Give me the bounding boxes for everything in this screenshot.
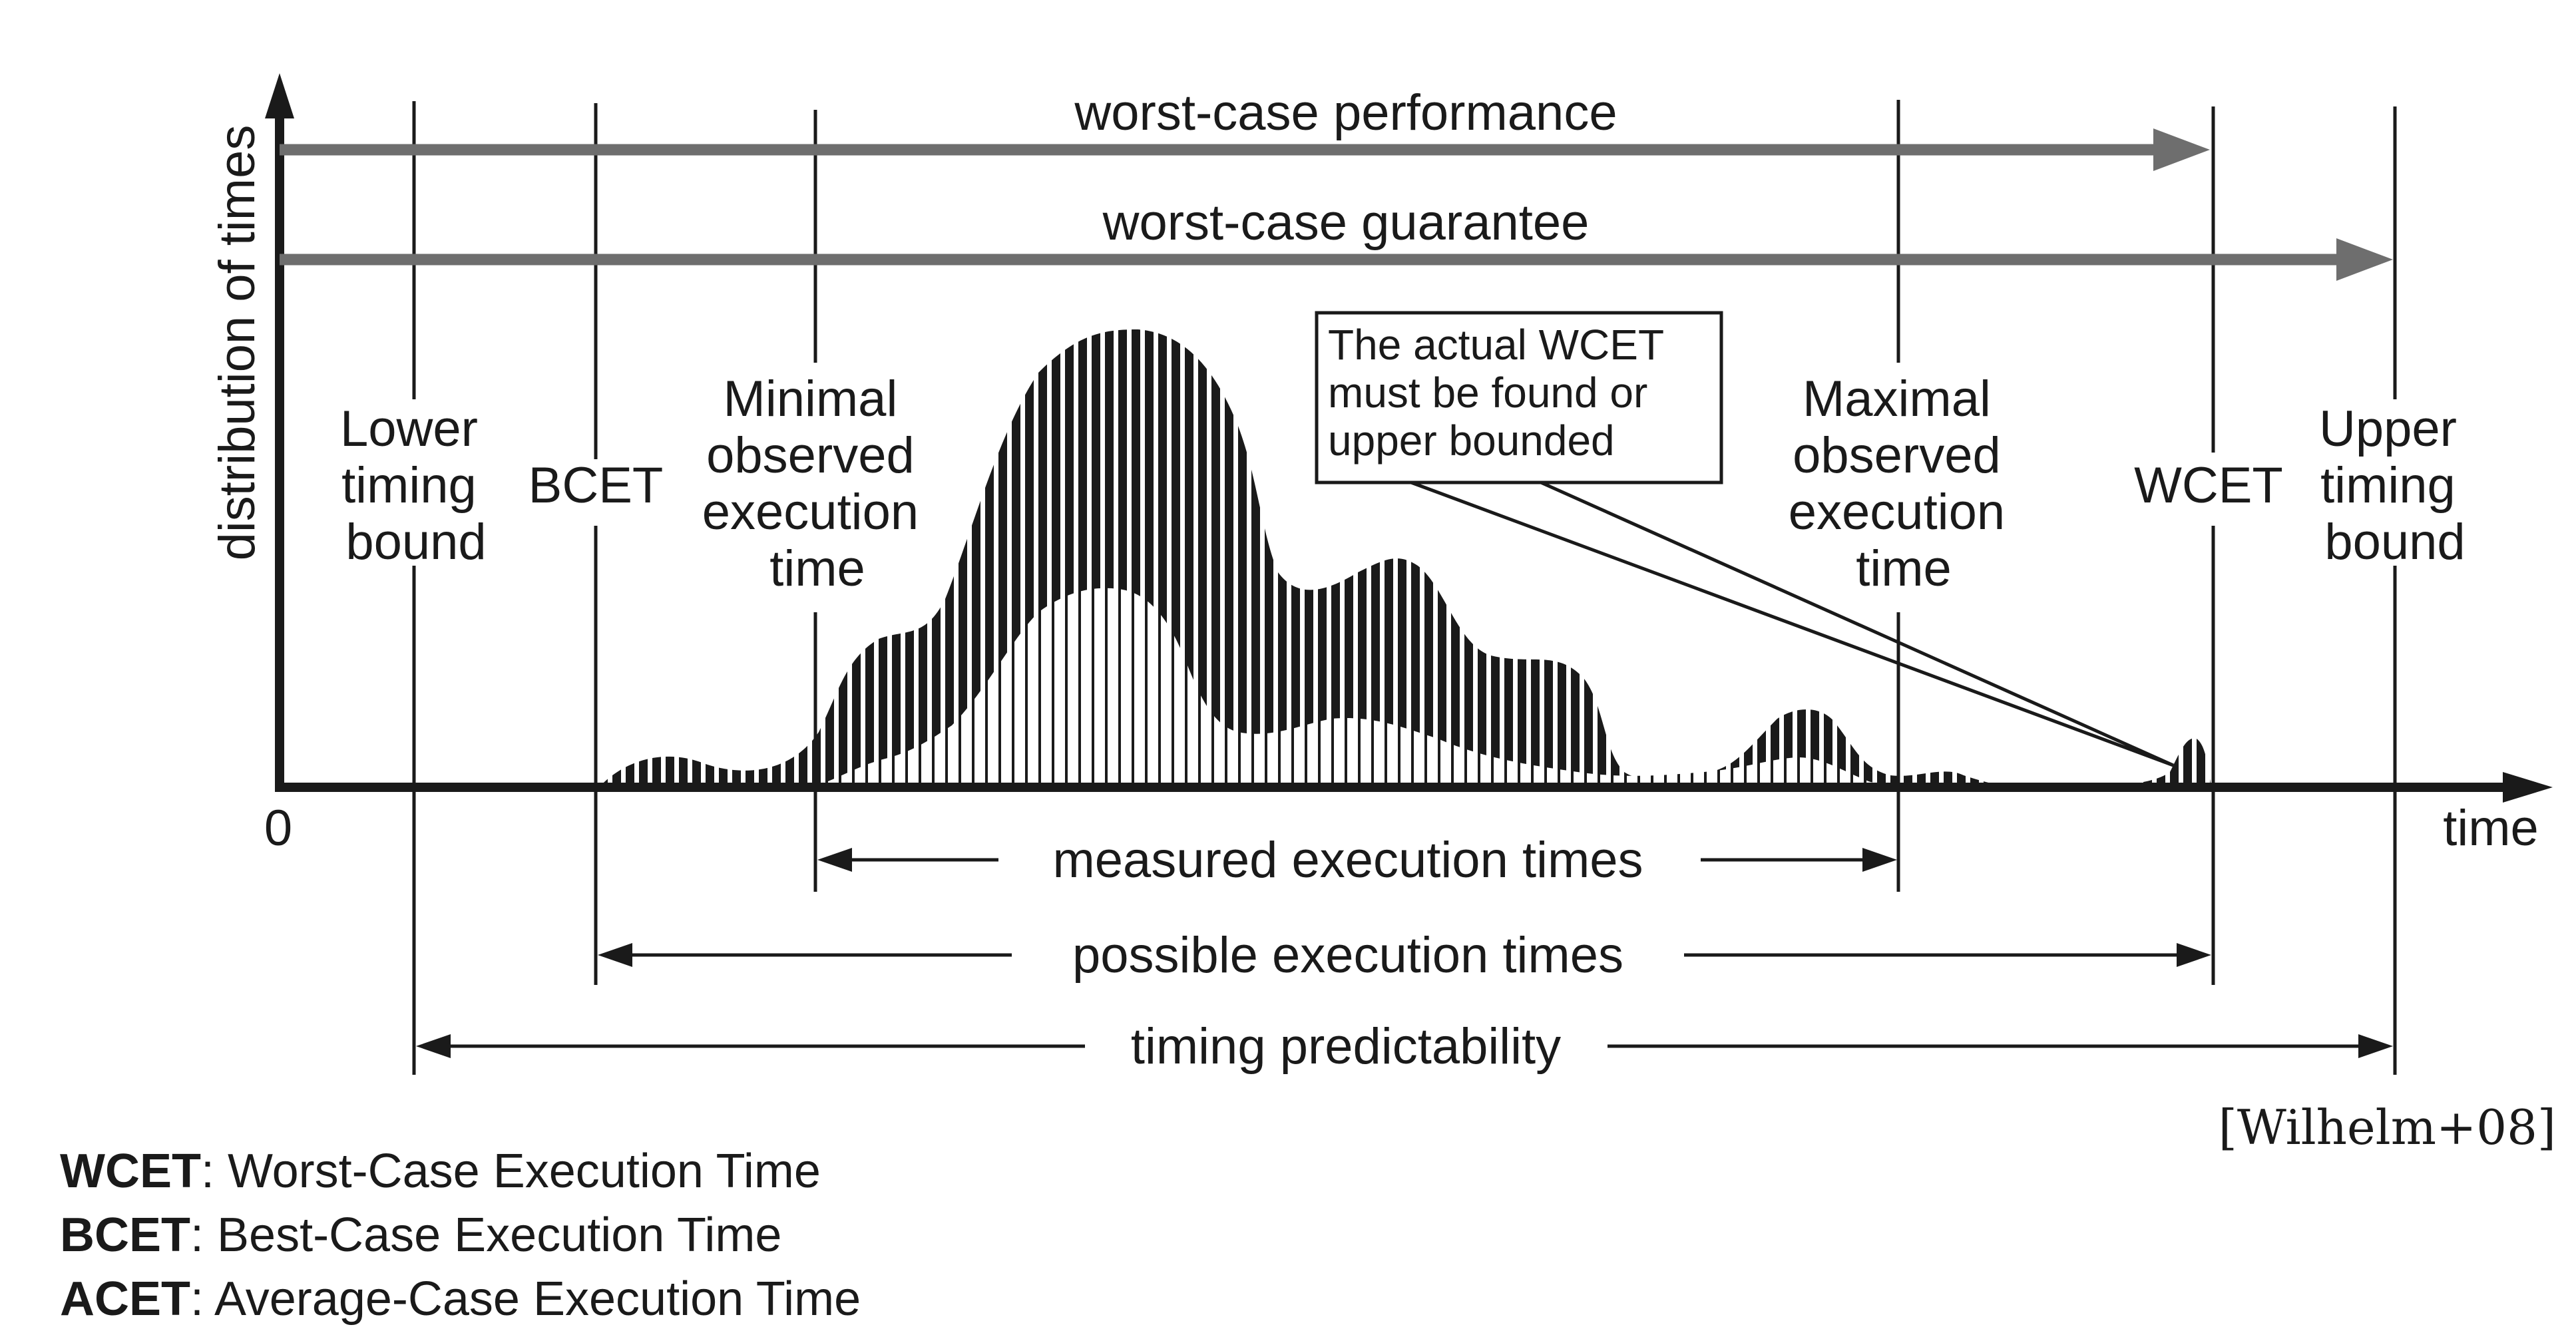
legend-abbr: WCET [60,1145,201,1198]
origin-label: 0 [264,800,292,856]
legend-abbr: BCET [60,1209,190,1262]
axes [265,73,2553,803]
legend-bcet: BCET: Best-Case Execution Time [60,1203,781,1267]
y-axis-arrowhead [265,73,294,118]
callout-box [1315,311,1723,484]
possible-range: possible execution times [598,927,2211,984]
wcet-label: WCET [2134,457,2283,514]
legend-desc: : Best-Case Execution Time [190,1209,782,1262]
ltb-label: Lower timing bound [340,401,492,570]
performance-label: worst-case performance [1074,85,1617,141]
x-axis-label: time [2443,800,2539,856]
maxoet-label: Maximal observed execution time [1789,371,2019,597]
worst-case-performance-bar: worst-case performance [280,85,2210,171]
marker-labels: Lower timing bound BCET Minimal observed… [340,371,2471,597]
execution-time-distribution-inner [812,588,1930,787]
legend-desc: : Worst-Case Execution Time [200,1145,821,1198]
wcet-callout: The actual WCET must be found or upper b… [1315,311,2175,767]
legend-acet: ACET: Average-Case Execution Time [60,1267,861,1331]
callout-text: The actual WCET must be found or upper b… [1328,321,1675,465]
legend-wcet: WCET: Worst-Case Execution Time [60,1139,821,1203]
x-axis-arrowhead [2503,772,2553,803]
bcet-label: BCET [529,457,664,514]
measured-range: measured execution times [817,832,1897,888]
citation: [Wilhelm+08] [2218,1099,2556,1155]
moet-label: Minimal observed execution time [702,371,933,597]
possible-label: possible execution times [1072,927,1623,984]
legend-desc: : Average-Case Execution Time [190,1272,861,1326]
callout-pointer [1410,480,2175,767]
performance-arrowhead [2153,128,2210,171]
wcet-diagram: worst-case performance worst-case guaran… [209,73,2553,1075]
y-axis-label: distribution of times [209,125,266,561]
utb-label: Upper timing bound [2319,401,2471,570]
legend-abbr: ACET [60,1272,190,1326]
predictability-label: timing predictability [1131,1018,1561,1075]
worst-case-guarantee-bar: worst-case guarantee [280,194,2393,281]
measured-label: measured execution times [1052,832,1643,888]
guarantee-label: worst-case guarantee [1102,194,1590,251]
predictability-range: timing predictability [416,1018,2393,1075]
guarantee-arrowhead [2336,238,2393,281]
